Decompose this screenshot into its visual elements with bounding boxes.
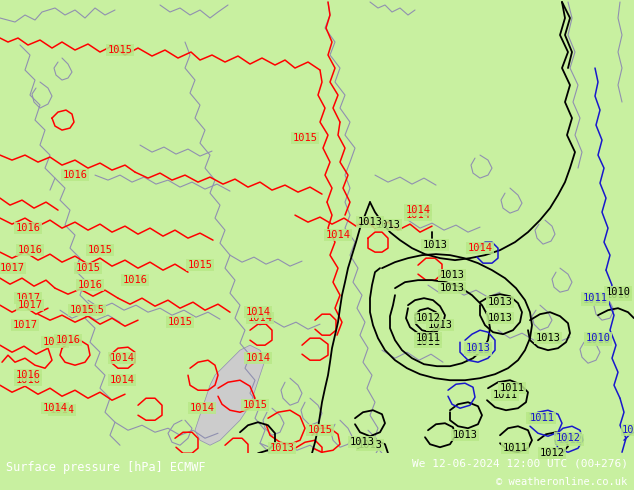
Text: 1015: 1015 bbox=[87, 245, 112, 255]
Text: 1013: 1013 bbox=[465, 343, 491, 353]
Text: 1012: 1012 bbox=[415, 313, 441, 323]
Text: 1010: 1010 bbox=[605, 287, 630, 297]
Text: 1014: 1014 bbox=[467, 243, 493, 253]
Text: 1012: 1012 bbox=[557, 435, 583, 445]
Polygon shape bbox=[195, 345, 265, 445]
Text: 1013: 1013 bbox=[536, 333, 560, 343]
Text: 1013: 1013 bbox=[465, 345, 491, 355]
Text: 1010: 1010 bbox=[586, 333, 611, 343]
Text: 1011: 1011 bbox=[529, 413, 555, 423]
Text: 1012: 1012 bbox=[555, 433, 581, 443]
Text: 1011: 1011 bbox=[493, 390, 517, 400]
Text: 10: 10 bbox=[622, 425, 634, 435]
Text: 1013: 1013 bbox=[488, 313, 512, 323]
Text: 1015: 1015 bbox=[75, 263, 101, 273]
Text: 1010: 1010 bbox=[605, 290, 630, 300]
Text: 1013: 1013 bbox=[358, 217, 382, 227]
Text: 1016: 1016 bbox=[42, 337, 67, 347]
Text: 1013: 1013 bbox=[488, 297, 512, 307]
Text: 1015: 1015 bbox=[188, 260, 212, 270]
Text: 1013: 1013 bbox=[375, 220, 401, 230]
Text: 1017: 1017 bbox=[15, 293, 41, 303]
Text: 1013: 1013 bbox=[269, 443, 295, 453]
Text: 1014: 1014 bbox=[247, 313, 273, 323]
Text: 1014: 1014 bbox=[406, 210, 430, 220]
Text: © weatheronline.co.uk: © weatheronline.co.uk bbox=[496, 477, 628, 487]
Text: 1013: 1013 bbox=[439, 270, 465, 280]
Text: 1017: 1017 bbox=[18, 300, 42, 310]
Text: 1015: 1015 bbox=[108, 45, 133, 55]
Text: 1015: 1015 bbox=[307, 425, 332, 435]
Text: 1012: 1012 bbox=[540, 448, 564, 458]
Text: 1016: 1016 bbox=[18, 245, 42, 255]
Text: 1014: 1014 bbox=[110, 375, 134, 385]
Text: 1011: 1011 bbox=[503, 443, 527, 453]
Text: 1013: 1013 bbox=[349, 437, 375, 447]
Text: 1014: 1014 bbox=[245, 353, 271, 363]
Text: 1016: 1016 bbox=[122, 275, 148, 285]
Text: 1016: 1016 bbox=[63, 170, 87, 180]
Text: 1016: 1016 bbox=[56, 335, 81, 345]
Text: 1014: 1014 bbox=[245, 307, 271, 317]
Text: 1011: 1011 bbox=[415, 333, 441, 343]
Text: 1016: 1016 bbox=[15, 370, 41, 380]
Text: 1013: 1013 bbox=[439, 283, 465, 293]
Text: 1014: 1014 bbox=[110, 353, 134, 363]
Text: 1013: 1013 bbox=[358, 440, 382, 450]
Text: 1016: 1016 bbox=[15, 223, 41, 233]
Text: 1016: 1016 bbox=[77, 280, 103, 290]
Text: 1014: 1014 bbox=[42, 403, 67, 413]
Text: 1015: 1015 bbox=[242, 400, 268, 410]
Text: 1013: 1013 bbox=[422, 240, 448, 250]
Text: 1015: 1015 bbox=[70, 305, 94, 315]
Text: 1015: 1015 bbox=[292, 133, 318, 143]
Text: 1011: 1011 bbox=[583, 293, 607, 303]
Text: 1011: 1011 bbox=[500, 383, 524, 393]
Text: 1014: 1014 bbox=[325, 230, 351, 240]
Text: 1013: 1013 bbox=[427, 320, 453, 330]
Text: 1010: 1010 bbox=[586, 335, 611, 345]
Text: 1014: 1014 bbox=[406, 205, 430, 215]
Text: 1015: 1015 bbox=[79, 305, 105, 315]
Text: 1017: 1017 bbox=[0, 263, 25, 273]
Text: 1014: 1014 bbox=[49, 405, 75, 415]
Text: 1016: 1016 bbox=[15, 375, 41, 385]
Text: We 12-06-2024 12:00 UTC (00+276): We 12-06-2024 12:00 UTC (00+276) bbox=[411, 459, 628, 468]
Text: 1011: 1011 bbox=[583, 295, 607, 305]
Text: 1011: 1011 bbox=[527, 413, 552, 423]
Text: 1017: 1017 bbox=[13, 320, 37, 330]
Text: 1011: 1011 bbox=[415, 337, 441, 347]
Text: 1013: 1013 bbox=[453, 430, 477, 440]
Text: 1015: 1015 bbox=[167, 317, 193, 327]
Text: Surface pressure [hPa] ECMWF: Surface pressure [hPa] ECMWF bbox=[6, 462, 206, 474]
Text: 1014: 1014 bbox=[190, 403, 214, 413]
